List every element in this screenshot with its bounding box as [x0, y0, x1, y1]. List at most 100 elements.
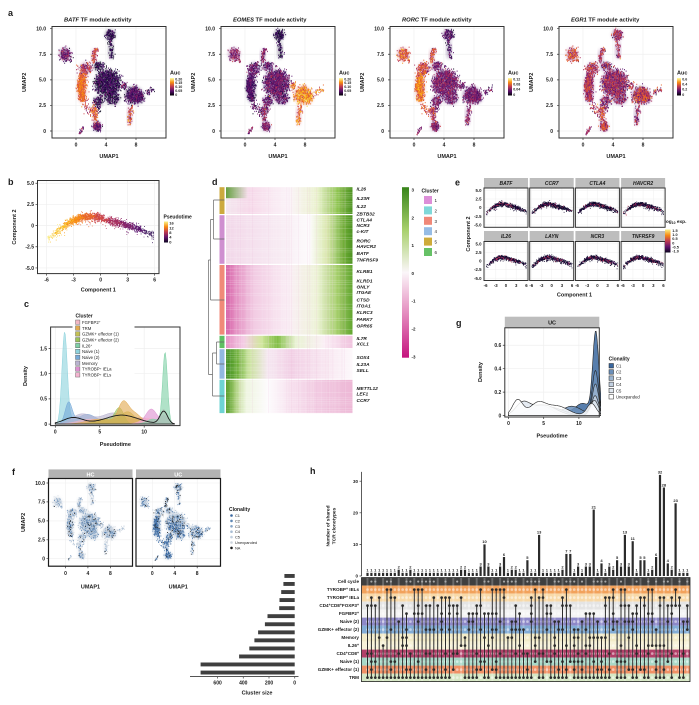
svg-text:UMAP2: UMAP2 [191, 73, 197, 92]
svg-text:1: 1 [495, 568, 498, 573]
svg-text:600: 600 [213, 681, 222, 687]
svg-text:0.2: 0.2 [682, 88, 687, 92]
svg-text:C3: C3 [616, 376, 622, 381]
svg-text:1: 1 [401, 568, 404, 573]
svg-text:GZMK+ effector (1): GZMK+ effector (1) [82, 332, 119, 337]
svg-text:10.0: 10.0 [35, 481, 45, 487]
svg-text:Unexpanded: Unexpanded [616, 395, 640, 400]
svg-text:TRM: TRM [349, 675, 359, 680]
svg-text:1: 1 [518, 568, 521, 573]
svg-text:Memory: Memory [341, 635, 359, 640]
svg-text:Unexpanded: Unexpanded [235, 540, 257, 545]
svg-text:5.0: 5.0 [476, 188, 483, 193]
svg-text:c: c [24, 299, 29, 309]
svg-text:3: 3 [561, 283, 564, 288]
svg-text:TNFRSF9: TNFRSF9 [632, 234, 655, 240]
svg-text:0: 0 [64, 571, 67, 577]
svg-text:1: 1 [507, 568, 510, 573]
svg-text:UC: UC [174, 472, 182, 478]
svg-text:0: 0 [582, 143, 585, 149]
svg-text:KLRD1: KLRD1 [357, 279, 373, 285]
svg-text:20: 20 [353, 510, 359, 515]
svg-text:1: 1 [468, 568, 471, 573]
svg-text:Pseudotime: Pseudotime [100, 442, 131, 448]
svg-text:-6: -6 [575, 283, 579, 288]
svg-text:1: 1 [433, 568, 436, 573]
svg-text:2.5: 2.5 [377, 103, 384, 109]
svg-text:-6: -6 [621, 283, 625, 288]
svg-text:2: 2 [460, 564, 463, 569]
svg-text:1: 1 [476, 568, 479, 573]
svg-text:0: 0 [75, 143, 78, 149]
svg-text:GZMK+ effector (2): GZMK+ effector (2) [82, 337, 119, 342]
svg-text:Clonality: Clonality [609, 357, 630, 363]
svg-text:3: 3 [435, 219, 438, 224]
svg-text:3: 3 [479, 561, 482, 566]
svg-text:0: 0 [212, 129, 215, 135]
svg-text:Cluster: Cluster [76, 314, 93, 320]
svg-text:Density: Density [478, 361, 484, 382]
svg-text:C5: C5 [235, 535, 240, 540]
svg-text:0.5: 0.5 [40, 397, 47, 403]
svg-text:3: 3 [628, 561, 631, 566]
svg-text:BATF: BATF [357, 251, 371, 257]
svg-text:1: 1 [417, 568, 420, 573]
svg-text:XCL1: XCL1 [356, 342, 370, 348]
svg-text:2: 2 [435, 208, 438, 213]
svg-text:CTLA4: CTLA4 [357, 218, 373, 224]
svg-text:TNFRSF9: TNFRSF9 [357, 258, 379, 264]
svg-text:Component 2: Component 2 [12, 209, 18, 244]
svg-text:GNLY: GNLY [357, 284, 371, 290]
svg-text:7.5: 7.5 [39, 52, 46, 58]
svg-text:1: 1 [448, 568, 451, 573]
svg-text:4: 4 [274, 143, 277, 149]
svg-text:5.0: 5.0 [27, 181, 34, 187]
svg-text:2: 2 [651, 564, 654, 569]
svg-text:0: 0 [479, 205, 482, 210]
svg-text:1.0: 1.0 [672, 233, 677, 237]
svg-text:1: 1 [534, 568, 537, 573]
svg-text:4: 4 [612, 143, 615, 149]
svg-text:Auc: Auc [339, 71, 349, 77]
svg-text:0.15: 0.15 [344, 81, 351, 85]
svg-text:0: 0 [355, 574, 358, 579]
svg-text:4: 4 [435, 229, 438, 234]
svg-text:1: 1 [686, 568, 689, 573]
svg-text:HAVCR2: HAVCR2 [357, 244, 377, 250]
svg-text:Component 2: Component 2 [466, 216, 472, 251]
svg-text:0.4: 0.4 [682, 82, 687, 86]
svg-text:8: 8 [642, 143, 645, 149]
svg-text:2.5: 2.5 [476, 197, 483, 202]
svg-text:1: 1 [378, 568, 381, 573]
svg-text:28: 28 [662, 482, 667, 487]
svg-text:UMAP1: UMAP1 [81, 585, 100, 591]
svg-text:Density: Density [23, 365, 29, 386]
svg-text:CD4+CD8+: CD4+CD8+ [337, 651, 360, 656]
svg-text:2: 2 [409, 564, 412, 569]
svg-text:-6: -6 [44, 278, 49, 284]
svg-text:1: 1 [596, 568, 599, 573]
svg-text:TYROBP+ IELs: TYROBP+ IELs [327, 587, 360, 592]
svg-text:6: 6 [153, 278, 156, 284]
svg-text:-3: -3 [71, 278, 76, 284]
svg-text:1: 1 [456, 568, 459, 573]
svg-text:IL23R: IL23R [357, 196, 371, 202]
svg-text:IL26+: IL26+ [348, 643, 359, 648]
svg-text:RORC: RORC [357, 238, 372, 244]
svg-text:8: 8 [169, 230, 172, 235]
svg-text:23: 23 [673, 498, 678, 503]
svg-text:2: 2 [515, 564, 518, 569]
svg-text:HAVCR2: HAVCR2 [633, 181, 653, 187]
svg-text:2.5: 2.5 [546, 103, 553, 109]
svg-text:1.5: 1.5 [672, 229, 677, 233]
svg-text:h: h [310, 466, 316, 476]
svg-text:0: 0 [507, 421, 510, 427]
svg-text:0: 0 [44, 422, 47, 428]
svg-text:2.5: 2.5 [208, 103, 215, 109]
svg-text:0: 0 [642, 283, 645, 288]
svg-text:10.0: 10.0 [205, 27, 215, 33]
svg-text:8: 8 [109, 571, 112, 577]
svg-text:-2.5: -2.5 [25, 245, 34, 251]
svg-text:0: 0 [99, 278, 102, 284]
svg-text:1: 1 [530, 568, 533, 573]
